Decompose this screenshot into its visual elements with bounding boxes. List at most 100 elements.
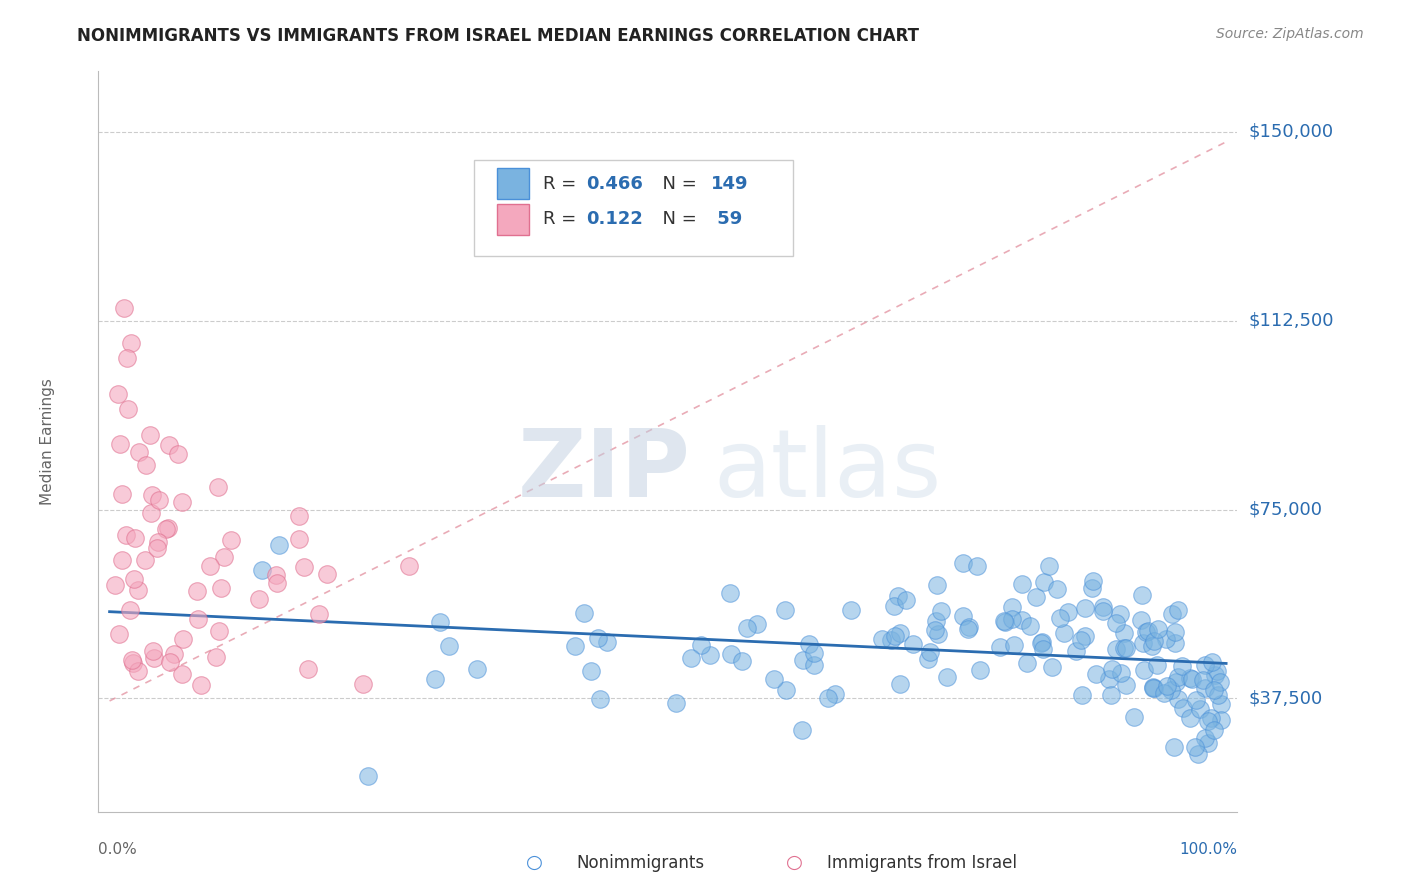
Point	[128, 664, 150, 678]
Point	[886, 589, 908, 603]
Point	[1011, 577, 1033, 591]
Point	[1206, 689, 1229, 703]
Point	[1000, 600, 1022, 615]
Point	[157, 520, 180, 534]
Point	[883, 599, 905, 614]
Point	[170, 494, 193, 508]
Text: 0.122: 0.122	[586, 211, 643, 228]
Point	[1137, 624, 1160, 638]
Point	[205, 649, 228, 664]
Point	[142, 643, 165, 657]
Point	[790, 723, 813, 738]
Point	[901, 637, 924, 651]
Point	[172, 632, 194, 646]
Point	[1209, 674, 1232, 689]
Point	[596, 635, 619, 649]
Point	[439, 640, 461, 654]
Point	[308, 607, 330, 621]
Point	[1187, 747, 1209, 761]
Point	[141, 488, 163, 502]
FancyBboxPatch shape	[498, 204, 529, 235]
Point	[107, 386, 129, 401]
Point	[925, 578, 948, 592]
Point	[187, 612, 209, 626]
Text: NONIMMIGRANTS VS IMMIGRANTS FROM ISRAEL MEDIAN EARNINGS CORRELATION CHART: NONIMMIGRANTS VS IMMIGRANTS FROM ISRAEL …	[77, 27, 920, 45]
Text: 59: 59	[711, 211, 742, 228]
Text: 100.0%: 100.0%	[1180, 842, 1237, 857]
Point	[288, 532, 311, 546]
Point	[681, 651, 703, 665]
Point	[1132, 635, 1154, 649]
Point	[219, 533, 242, 547]
Text: Source: ZipAtlas.com: Source: ZipAtlas.com	[1216, 27, 1364, 41]
Point	[190, 678, 212, 692]
Point	[1202, 723, 1225, 737]
Point	[665, 696, 688, 710]
Point	[889, 625, 911, 640]
Point	[1189, 702, 1212, 716]
Point	[1070, 633, 1092, 648]
Point	[1115, 678, 1137, 692]
Text: ZIP: ZIP	[517, 425, 690, 517]
Point	[157, 437, 180, 451]
Text: $112,500: $112,500	[1249, 311, 1334, 330]
Point	[186, 583, 208, 598]
Text: Median Earnings: Median Earnings	[39, 378, 55, 505]
Point	[924, 624, 946, 638]
Point	[1104, 642, 1126, 657]
Point	[956, 622, 979, 636]
Point	[797, 637, 820, 651]
Point	[817, 690, 839, 705]
Point	[112, 301, 135, 315]
Point	[1099, 689, 1122, 703]
Point	[1153, 685, 1175, 699]
Point	[1194, 681, 1216, 695]
Point	[208, 624, 231, 639]
Point	[292, 560, 315, 574]
Point	[718, 585, 741, 599]
Point	[1130, 588, 1153, 602]
Point	[148, 492, 170, 507]
Point	[111, 487, 134, 501]
Point	[120, 336, 142, 351]
Point	[250, 563, 273, 577]
Point	[1114, 641, 1136, 656]
Point	[894, 593, 917, 607]
Point	[139, 506, 162, 520]
Point	[1143, 681, 1166, 696]
Point	[564, 640, 586, 654]
Point	[870, 632, 893, 646]
Point	[357, 769, 380, 783]
Point	[352, 677, 374, 691]
Text: Immigrants from Israel: Immigrants from Israel	[827, 854, 1017, 871]
Point	[1038, 559, 1060, 574]
Point	[1163, 739, 1185, 754]
Point	[1015, 656, 1038, 670]
Point	[1081, 581, 1104, 595]
Point	[927, 627, 949, 641]
Point	[287, 509, 309, 524]
Point	[1130, 613, 1153, 627]
Point	[172, 666, 194, 681]
Point	[1164, 674, 1187, 689]
Point	[917, 651, 939, 665]
Point	[398, 559, 420, 574]
Point	[1040, 659, 1063, 673]
Point	[581, 665, 603, 679]
Point	[737, 621, 759, 635]
Point	[1071, 688, 1094, 702]
Point	[1032, 642, 1054, 657]
Text: ○: ○	[786, 853, 803, 872]
Point	[1097, 672, 1119, 686]
Point	[957, 620, 980, 634]
Point	[1066, 644, 1088, 658]
Point	[1191, 673, 1213, 687]
Point	[1049, 610, 1071, 624]
Point	[1074, 601, 1097, 615]
Point	[792, 653, 814, 667]
Point	[1122, 710, 1144, 724]
Point	[1011, 614, 1033, 628]
Point	[762, 672, 785, 686]
Point	[993, 615, 1015, 629]
Point	[720, 647, 742, 661]
